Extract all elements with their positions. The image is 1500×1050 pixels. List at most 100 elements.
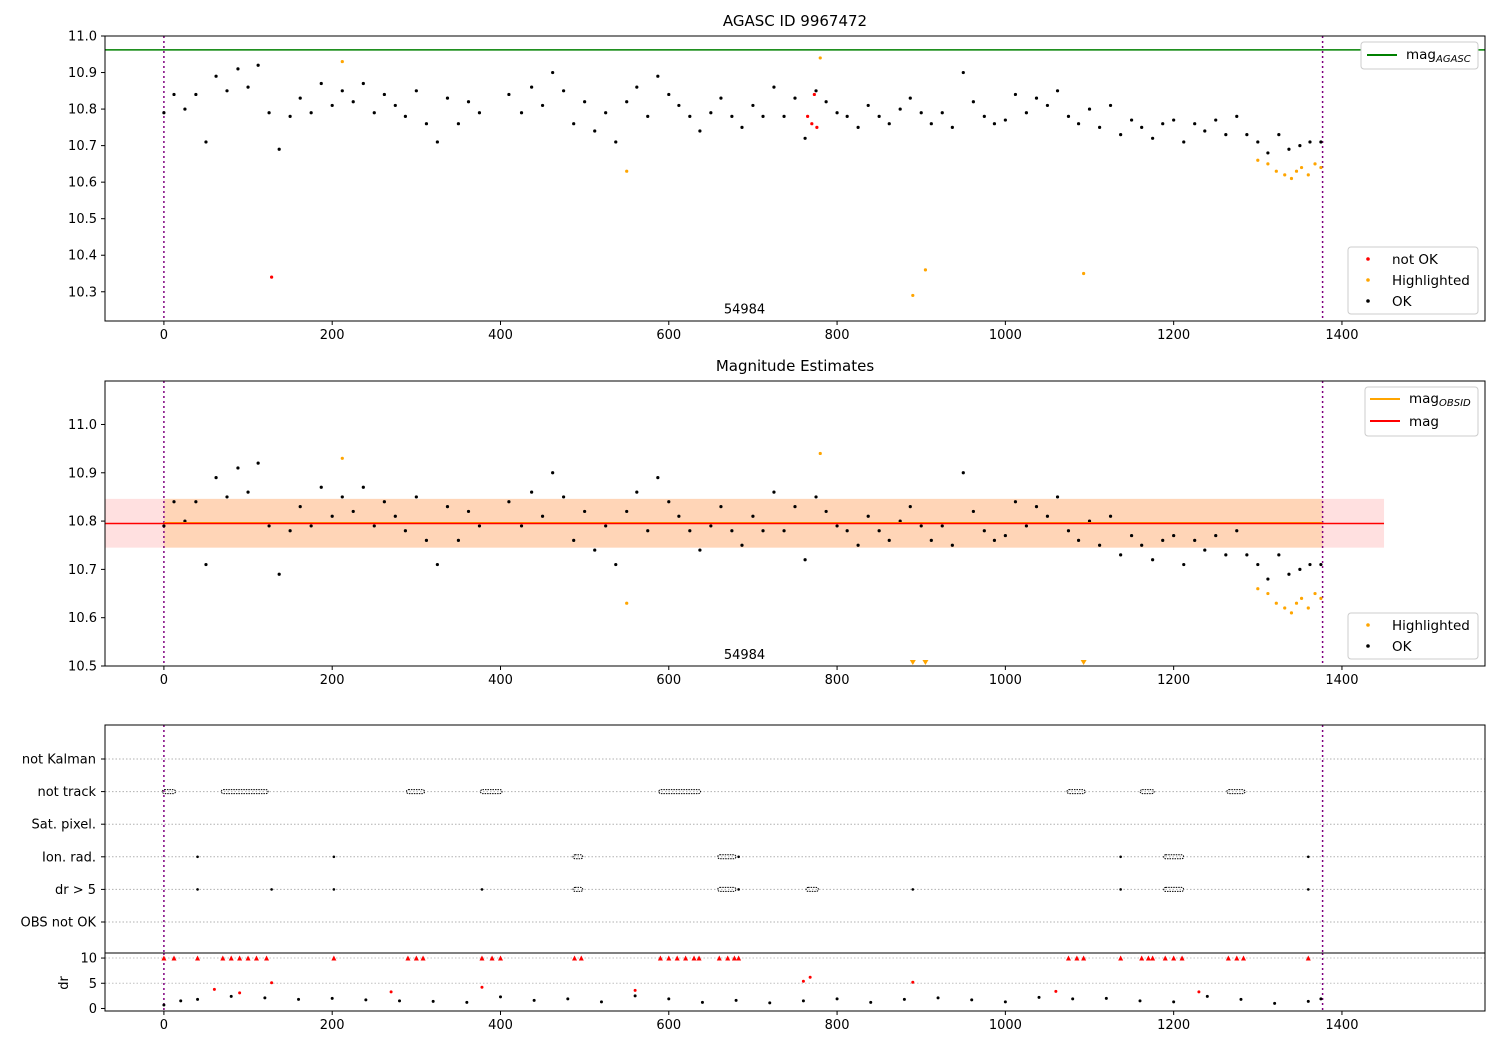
dr-point-ok xyxy=(1104,996,1108,1000)
panel1-point-ok xyxy=(561,89,566,93)
panel1-point-ok xyxy=(992,122,997,126)
panel2-point-ok xyxy=(267,524,271,528)
panel2-point-ok xyxy=(940,524,944,528)
panel2-point-ok xyxy=(172,500,176,504)
panel1-point-ok xyxy=(372,111,376,115)
panel2-point-ok xyxy=(709,524,713,528)
dr-ylabel: dr xyxy=(57,976,72,990)
panel1-ytick-label: 10.9 xyxy=(68,66,97,81)
panel1-point-ok xyxy=(1298,144,1302,148)
panel2-point-ok xyxy=(1245,553,1249,557)
dr-frame xyxy=(104,952,1486,1012)
flag-mark xyxy=(737,855,740,859)
panel1-title: AGASC ID 9967472 xyxy=(723,12,867,30)
panel1-point-not-ok xyxy=(806,114,810,118)
panel1-point-ok xyxy=(466,100,471,104)
panel2-point-ok xyxy=(1034,504,1039,509)
panel2-point-ok xyxy=(288,529,292,533)
panel2-point-ok xyxy=(1172,533,1176,538)
panel1-point-ok xyxy=(982,114,986,118)
panel2-point-ok xyxy=(929,538,933,543)
panel2-point-ok xyxy=(393,514,397,518)
panel1-point-ok xyxy=(1151,136,1155,140)
panel2-point-ok xyxy=(403,529,408,533)
dr-point-ok xyxy=(970,998,974,1002)
panel2-point-ok xyxy=(1098,543,1102,547)
panel2-point-ok xyxy=(730,529,734,533)
panel1-point-ok xyxy=(477,111,482,115)
panel2-xtick-label: 600 xyxy=(656,673,681,688)
panel1-point-ok xyxy=(887,122,891,126)
panel2-point-highlighted xyxy=(1313,591,1317,596)
legend2-ok-swatch xyxy=(1366,644,1370,648)
panel2-title: Magnitude Estimates xyxy=(716,357,874,375)
flag-row-label: Sat. pixel. xyxy=(32,818,96,833)
panel2-point-ok xyxy=(1108,514,1113,518)
panel1-point-ok xyxy=(1087,107,1092,111)
panel1-ytick-label: 10.4 xyxy=(68,249,97,264)
panel2-point-highlighted xyxy=(1319,596,1323,600)
dr-point-ok xyxy=(734,998,738,1002)
dr-capped-marker xyxy=(683,955,689,961)
panel1-point-highlighted xyxy=(923,268,928,272)
panel2-point-ok xyxy=(677,514,681,518)
panel2-point-ok xyxy=(992,538,997,543)
dr-point-ok xyxy=(1138,999,1142,1003)
dr-capped-marker xyxy=(228,955,234,961)
flag-segment xyxy=(1163,854,1185,860)
flag-segment xyxy=(717,886,737,892)
dr-capped-marker xyxy=(220,955,226,961)
legend-highlighted-label: Highlighted xyxy=(1392,273,1470,289)
panel1-point-ok xyxy=(519,111,524,115)
panel2-x-axis: 0 200 400 600 800 1000 1200 1400 xyxy=(160,666,1358,688)
panel2-point-ok xyxy=(814,495,818,499)
dr-capped-marker xyxy=(1225,955,1231,961)
panel2-point-ok xyxy=(551,471,555,475)
panel2-annotation: 54984 xyxy=(724,648,765,663)
panel1-point-highlighted xyxy=(1289,176,1294,181)
panel2-point-highlighted xyxy=(1256,587,1260,591)
dr-point-ok xyxy=(566,997,570,1001)
panel2-point-ok xyxy=(961,471,965,475)
dr-x-axis: 0 200 400 600 800 1000 1200 1400 xyxy=(160,1011,1358,1033)
panel2-point-ok xyxy=(971,509,975,514)
dr-point-ok xyxy=(398,999,402,1003)
panel2-point-ok xyxy=(519,524,524,528)
panel2-point-ok xyxy=(646,529,650,533)
panel2-xtick-label: 400 xyxy=(488,673,513,688)
dr-point-ok xyxy=(431,999,435,1003)
dr-point-flagged xyxy=(1197,990,1201,994)
panel1-annotation: 54984 xyxy=(724,303,765,318)
panel2-ytick-label: 10.5 xyxy=(68,660,97,675)
panel1-point-ok xyxy=(751,103,755,108)
panel1-xtick-label: 800 xyxy=(825,328,850,343)
panel1-point-ok xyxy=(719,96,723,100)
panel1-point-ok xyxy=(1224,133,1228,137)
legend-highlighted-swatch xyxy=(1366,278,1370,282)
panel2-point-ok xyxy=(1045,514,1050,518)
dr-capped-marker xyxy=(572,955,578,961)
panel2-point-ok xyxy=(225,495,229,499)
panel1-xtick-label: 1400 xyxy=(1325,328,1358,343)
panel1-point-not-ok xyxy=(815,125,819,129)
dr-capped-marker xyxy=(736,955,742,961)
panel2-point-ok xyxy=(1151,558,1155,562)
panel1-point-ok xyxy=(814,89,818,93)
flag-row-label: OBS not OK xyxy=(21,916,97,931)
panel1-point-ok xyxy=(424,122,429,126)
panel2-point-ok xyxy=(719,504,723,509)
panel2-ytick-label: 10.7 xyxy=(68,563,97,578)
dr-capped-marker xyxy=(1065,955,1071,961)
flag-mark xyxy=(270,888,273,891)
dr-capped-marker xyxy=(245,955,251,961)
panel1-point-ok xyxy=(646,114,650,118)
dr-capped-marker xyxy=(1171,955,1177,961)
dr-capped-marker xyxy=(666,955,672,961)
dr-xtick-label: 1000 xyxy=(989,1018,1022,1033)
dr-capped-marker xyxy=(578,955,584,961)
panel1-point-highlighted xyxy=(911,293,915,298)
panel2-point-ok xyxy=(950,543,954,547)
panel1-point-ok xyxy=(866,103,870,108)
panel2-point-ok xyxy=(625,509,629,514)
panel1-xtick-label: 1200 xyxy=(1157,328,1190,343)
